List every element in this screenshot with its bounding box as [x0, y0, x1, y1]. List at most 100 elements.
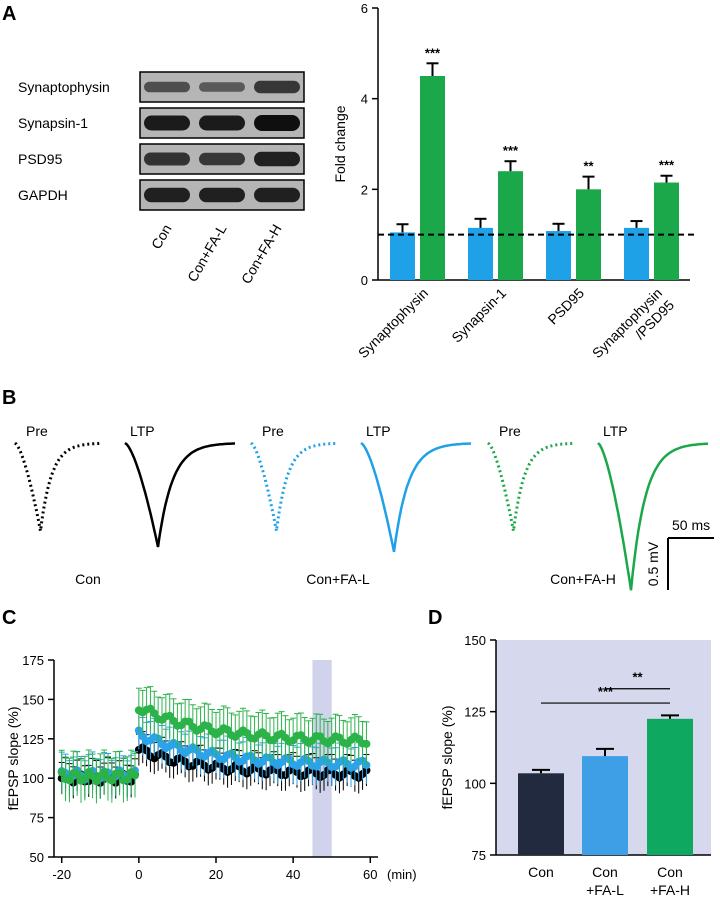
comparison-label: ***	[598, 684, 614, 699]
point-con-fa-h	[150, 709, 159, 718]
panel-d-letter: D	[428, 607, 442, 629]
blot-band	[254, 151, 300, 167]
scale-time-label: 50 ms	[672, 517, 710, 533]
bar-con-synaptophysin	[390, 232, 415, 280]
blot-band	[199, 187, 245, 203]
ltp-label-con-fa-h: LTP	[603, 423, 628, 439]
blot-band	[199, 115, 245, 131]
blot-band	[144, 152, 190, 166]
bar-con-fa-h	[647, 718, 693, 855]
y-tick-label: 50	[30, 850, 44, 865]
blot-band	[254, 187, 300, 203]
group-label-con: Con	[75, 571, 101, 587]
x-tick-label: 20	[209, 867, 223, 882]
panel-c-letter: C	[2, 607, 16, 629]
point-con-fa-h	[123, 774, 132, 783]
y-tick-label: 100	[464, 776, 486, 791]
y-tick-label: 150	[464, 633, 486, 648]
lane-label-con-fa-l: Con+FA-L	[184, 221, 230, 284]
lane-label-con-fa-h: Con+FA-H	[238, 222, 285, 287]
y-tick-label: 0	[361, 273, 368, 288]
blot-label-gapdh: GAPDH	[18, 187, 68, 203]
pre-trace-con	[14, 441, 101, 532]
bar-con-fa-h-synaptophysin	[420, 76, 445, 280]
blot-label-psd95: PSD95	[18, 151, 63, 167]
blot-band	[144, 115, 190, 131]
bar-con-synaptophysin-psd95	[624, 227, 649, 280]
fepsp-time-course-chart: 50 75 100 125 150 175 -20 0 20 40 60 (min) fEPSP slo…	[5, 653, 417, 882]
panel-b-letter: B	[2, 387, 16, 409]
point-con-fa-h	[115, 769, 124, 778]
group-label-con-fa-h: Con+FA-H	[550, 571, 616, 587]
bar-con	[518, 773, 564, 855]
point-con-fa-h	[131, 771, 139, 780]
point-con-fa-h	[80, 774, 89, 783]
ltp-trace-con-fa-h	[597, 442, 709, 591]
fold-change-bar-chart: 0 2 4 6 Fold change *** Synaptophysin *** Synaps…	[332, 1, 694, 373]
y-tick-label: 4	[361, 92, 368, 107]
y-tick-label: 2	[361, 182, 368, 197]
bar-con-synapsin-1	[468, 227, 493, 280]
lane-label-con: Con	[148, 222, 175, 252]
x-category-label-synaptophysin: Synaptophysin	[355, 285, 431, 361]
blot-band	[254, 80, 300, 94]
x-category-label-con-fa-h: Con +FA-H	[650, 864, 690, 898]
pre-label-con-fa-h: Pre	[499, 423, 521, 439]
bar-con-fa-h-synaptophysin-psd95	[654, 182, 679, 280]
fepsp-traces: Pre LTP Pre LTP Pre LTP Con Con+FA-L Con+FA-H 50 …	[14, 423, 714, 591]
point-con-fa-h	[65, 776, 74, 785]
ltp-trace-con	[124, 442, 235, 548]
western-blot: Synaptophysin Synapsin-1 PSD95 GAPDH Con Con+…	[18, 71, 305, 287]
y-tick-label: 100	[22, 771, 44, 786]
x-tick-label: -20	[52, 867, 71, 882]
point-con-fa-h	[107, 776, 116, 785]
x-tick-label: 60	[363, 867, 377, 882]
panel-a-letter: A	[2, 3, 16, 25]
ltp-label-con-fa-l: LTP	[366, 423, 391, 439]
blot-label-synapsin-1: Synapsin-1	[18, 115, 88, 131]
blot-band	[199, 152, 245, 166]
y-axis-label: Fold change	[332, 105, 348, 182]
point-con-fa-h	[100, 768, 109, 777]
significance-label: ***	[425, 45, 441, 60]
y-tick-label: 75	[30, 811, 44, 826]
y-axis-label: fEPSP slope (%)	[5, 706, 21, 810]
y-tick-label: 175	[22, 653, 44, 668]
scale-amp-label: 0.5 mV	[645, 541, 661, 586]
blot-band	[144, 187, 190, 203]
pre-trace-con-fa-h	[487, 441, 574, 532]
y-tick-label: 125	[22, 732, 44, 747]
significance-label: **	[583, 159, 594, 174]
bar-con-fa-h-synapsin-1	[498, 171, 523, 280]
point-con-fa-h	[362, 739, 371, 748]
x-category-label-synaptophysin-psd95: Synaptophysin/PSD95	[589, 285, 677, 373]
x-axis-label: (min)	[387, 867, 417, 882]
y-tick-label: 125	[464, 705, 486, 720]
x-category-label-con: Con	[528, 864, 554, 880]
comparison-label: **	[632, 670, 643, 685]
x-category-label-psd95: PSD95	[544, 285, 587, 328]
blot-label-synaptophysin: Synaptophysin	[18, 79, 110, 95]
x-category-label-synapsin-1: Synapsin-1	[448, 285, 509, 346]
y-axis-label: fEPSP slope (%)	[439, 705, 455, 809]
x-tick-label: 40	[286, 867, 300, 882]
significance-label: ***	[503, 143, 519, 158]
x-category-label-con-fa-l: Con +FA-L	[586, 864, 624, 898]
significance-label: ***	[659, 158, 675, 173]
bar-con-psd95	[546, 231, 571, 280]
blot-band	[199, 82, 245, 92]
point-con-fa-h	[57, 768, 66, 777]
pre-label-con: Pre	[26, 423, 48, 439]
bar-con-fa-l	[582, 756, 628, 855]
ltp-label-con: LTP	[130, 423, 155, 439]
ltp-trace-con-fa-l	[360, 442, 472, 553]
blot-band	[144, 81, 190, 93]
pre-label-con-fa-l: Pre	[262, 423, 284, 439]
group-label-con-fa-l: Con+FA-L	[306, 571, 370, 587]
y-tick-label: 6	[361, 1, 368, 16]
point-con-fa-h	[73, 769, 82, 778]
x-tick-label: 0	[135, 867, 142, 882]
fepsp-summary-bar-chart: 75 100 125 150 fEPSP slope (%) Con Con +FA-L Con…	[439, 633, 711, 898]
pre-trace-con-fa-l	[250, 441, 337, 532]
